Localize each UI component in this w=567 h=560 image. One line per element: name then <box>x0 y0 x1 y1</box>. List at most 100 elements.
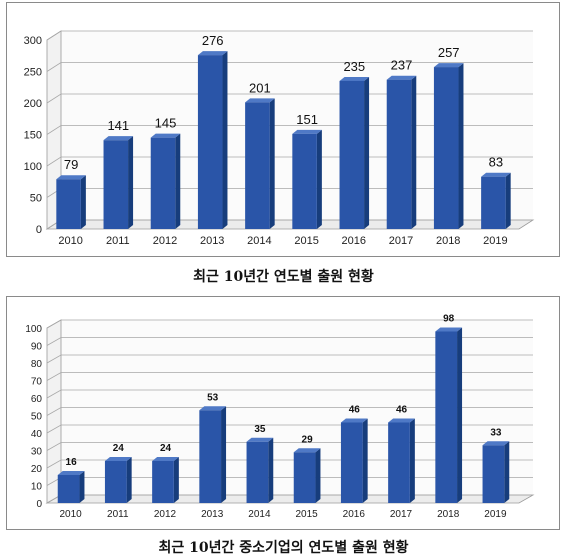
bar-front <box>103 140 129 229</box>
y-tick-label: 80 <box>31 359 43 370</box>
x-tick-label: 2010 <box>59 509 82 520</box>
data-label: 33 <box>490 427 502 438</box>
y-tick-label: 0 <box>36 499 42 510</box>
data-label: 257 <box>438 45 460 60</box>
y-tick-label: 40 <box>31 429 43 440</box>
bar-side <box>80 175 86 229</box>
bar-top <box>104 457 132 461</box>
bar-front <box>481 176 506 229</box>
data-label: 276 <box>202 33 224 48</box>
bar-top <box>433 63 464 68</box>
gridline <box>46 424 533 434</box>
bar-2012 <box>152 457 179 503</box>
x-tick-label: 2018 <box>436 235 460 247</box>
bar-side <box>268 437 274 503</box>
x-tick-label: 2015 <box>294 235 318 247</box>
bar-front <box>292 133 317 229</box>
bar-2016 <box>340 418 368 503</box>
bar-2016 <box>339 76 370 229</box>
y-tick-label: 150 <box>24 130 42 142</box>
y-tick-label: 0 <box>36 224 42 236</box>
gridline <box>46 93 533 104</box>
bar-top <box>481 172 511 177</box>
bar-top <box>150 133 181 138</box>
data-label: 35 <box>254 424 266 435</box>
gridline <box>46 442 533 451</box>
y-tick-label: 20 <box>31 464 43 475</box>
x-tick-label: 2017 <box>390 509 413 520</box>
data-label: 237 <box>391 58 413 73</box>
bar-front <box>56 179 81 229</box>
bar-top <box>246 437 274 442</box>
bar-side <box>411 75 417 229</box>
y-tick-label: 70 <box>31 377 43 388</box>
bar-side <box>409 418 415 503</box>
y-tick-label: 250 <box>24 67 42 79</box>
bar-front <box>104 461 127 503</box>
data-label: 235 <box>343 59 365 74</box>
bar-side <box>362 418 368 503</box>
bar-top <box>388 418 415 423</box>
gridline <box>46 389 533 399</box>
x-tick-label: 2016 <box>342 235 366 247</box>
bar-front <box>245 102 270 229</box>
bar-2017 <box>388 418 415 503</box>
bar-2019 <box>482 441 510 503</box>
bar-top <box>292 129 322 134</box>
bar-front <box>199 410 222 503</box>
bar-2018 <box>435 327 463 503</box>
bar-top <box>435 327 463 332</box>
x-tick-label: 2013 <box>200 235 224 247</box>
x-tick-label: 2019 <box>484 509 507 520</box>
bar-front <box>386 79 412 229</box>
bar-top <box>245 98 275 103</box>
bar-top <box>56 175 86 180</box>
data-label: 53 <box>207 392 219 403</box>
data-label: 46 <box>349 405 361 416</box>
chart-caption-total: 최근 10년간 연도별 출원 현황 <box>193 269 374 285</box>
bar-front <box>246 441 269 503</box>
x-tick-label: 2011 <box>106 235 130 247</box>
bar-side <box>221 406 227 503</box>
bar-front <box>57 475 80 503</box>
bar-side <box>269 98 275 230</box>
bar-chart-sme: 0 10 20 30 40 50 60 70 80 90 100 16 2010 24 2011 24 2012… <box>25 314 535 520</box>
bar-top <box>103 136 134 141</box>
bar-2019 <box>481 172 511 229</box>
data-label: 98 <box>443 314 455 325</box>
bar-front <box>293 452 316 503</box>
x-tick-label: 2014 <box>248 509 271 520</box>
data-label: 201 <box>249 80 271 95</box>
gridline <box>46 62 533 72</box>
x-tick-label: 2017 <box>389 235 413 247</box>
bar-top <box>57 471 85 475</box>
y-tick-label: 50 <box>31 412 43 423</box>
bar-side <box>173 457 179 503</box>
x-tick-label: 2011 <box>107 509 129 520</box>
chart-caption-sme: 최근 10년간 중소기업의 연도별 출원 현황 <box>158 540 409 556</box>
bar-2017 <box>386 75 417 229</box>
data-label: 24 <box>160 443 172 454</box>
bar-2014 <box>245 98 275 230</box>
bar-side <box>315 448 321 503</box>
bar-side <box>458 63 464 230</box>
bar-2011 <box>104 457 132 503</box>
x-tick-label: 2012 <box>154 509 177 520</box>
gridline <box>46 125 533 135</box>
y-tick-label: 100 <box>25 324 42 335</box>
bar-side <box>126 457 132 503</box>
x-tick-label: 2013 <box>201 509 224 520</box>
x-tick-label: 2015 <box>295 509 318 520</box>
x-tick-label: 2016 <box>343 509 366 520</box>
data-label: 79 <box>64 157 78 172</box>
data-label: 16 <box>66 457 78 468</box>
y-tick-label: 90 <box>31 342 43 353</box>
x-tick-label: 2014 <box>247 235 271 247</box>
bar-top <box>482 441 510 446</box>
chart-panel-sme: 0 10 20 30 40 50 60 70 80 90 100 16 2010 24 2011 24 2012… <box>6 296 560 530</box>
bar-side <box>504 441 510 503</box>
bar-side <box>79 471 85 503</box>
bar-front <box>150 137 176 229</box>
bar-side <box>457 327 463 503</box>
bar-top <box>152 457 179 461</box>
